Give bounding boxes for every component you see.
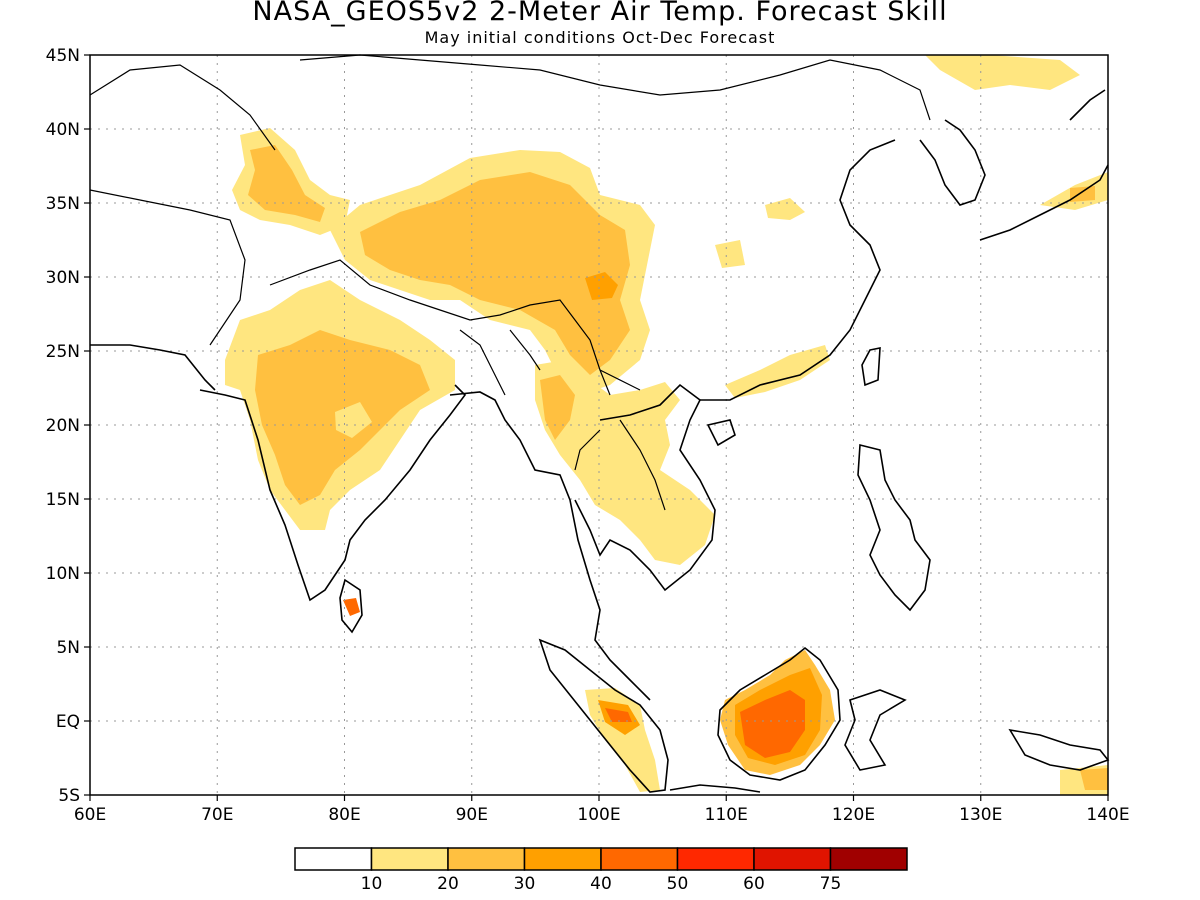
lat-tick-label: 45N <box>46 46 80 66</box>
skill-region-borneo-peak <box>740 690 805 758</box>
skill-region-sumatra <box>585 688 660 792</box>
colorbar-swatch <box>753 847 832 871</box>
colorbar-swatch <box>600 847 679 871</box>
lat-tick-label: 5S <box>58 786 80 806</box>
skill-region-sumatra-peak <box>605 708 632 722</box>
colorbar: 10 20 30 40 50 60 75 <box>294 847 908 894</box>
colorbar-label: 75 <box>820 874 842 894</box>
skill-region-china-patch-2 <box>715 240 745 268</box>
coastline-java <box>669 784 761 793</box>
lon-tick-label: 100E <box>577 805 620 825</box>
skill-region-indochina-core <box>540 375 575 440</box>
lat-tick-label: 20N <box>46 416 80 436</box>
coastline-bay-of-bengal <box>449 391 651 701</box>
axis-ticks <box>84 54 1109 801</box>
map-subtitle: May initial conditions Oct-Dec Forecast <box>424 28 776 47</box>
coastline-hainan <box>706 419 736 447</box>
lon-tick-label: 120E <box>832 805 875 825</box>
axis-labels: 60E 70E 80E 90E 100E 110E 120E 130E 140E 45N 40N 35… <box>46 46 1130 825</box>
lat-tick-label: 30N <box>46 268 80 288</box>
lon-tick-label: 70E <box>201 805 233 825</box>
skill-region-tibet-core <box>360 172 630 375</box>
colorbar-label: 20 <box>437 874 459 894</box>
coastline-india <box>199 384 467 602</box>
skill-region-china-patch <box>765 198 805 220</box>
colorbar-label: 30 <box>514 874 536 894</box>
coastline-pakistan <box>90 344 216 391</box>
coastline-sri-lanka <box>339 578 363 634</box>
colorbar-label: 50 <box>667 874 689 894</box>
map-title: NASA_GEOS5v2 2-Meter Air Temp. Forecast … <box>252 0 948 27</box>
lon-tick-label: 110E <box>705 805 748 825</box>
colorbar-swatch <box>676 847 755 871</box>
lat-tick-label: 5N <box>56 638 80 658</box>
lat-tick-label: 35N <box>46 194 80 214</box>
skill-region-japan-core <box>1070 186 1095 202</box>
coastline-borneo <box>717 646 841 781</box>
skill-region-north-east <box>925 55 1080 90</box>
skill-region-tibet-peak <box>585 272 618 300</box>
lat-tick-label: EQ <box>56 712 80 732</box>
coastline-new-guinea <box>1008 728 1110 771</box>
lon-tick-label: 60E <box>74 805 106 825</box>
colorbar-swatch <box>294 847 373 871</box>
lat-tick-label: 40N <box>46 120 80 140</box>
skill-region-new-guinea-core <box>1080 768 1108 790</box>
skill-region-south-china <box>725 345 830 398</box>
colorbar-label: 40 <box>590 874 612 894</box>
skill-region-india-hole <box>335 402 372 438</box>
coastlines <box>89 54 1110 793</box>
coastline-taiwan <box>861 347 881 387</box>
lat-tick-label: 25N <box>46 342 80 362</box>
colorbar-swatch <box>370 847 449 871</box>
lat-tick-label: 10N <box>46 564 80 584</box>
colorbar-label: 60 <box>743 874 765 894</box>
lon-tick-label: 130E <box>959 805 1002 825</box>
borders-interior <box>89 54 931 511</box>
colorbar-swatch <box>829 847 908 871</box>
coastline-sulawesi <box>844 689 907 771</box>
colorbar-swatch <box>523 847 602 871</box>
coastline-japan <box>979 89 1109 241</box>
coastline-sumatra <box>538 638 669 793</box>
colorbar-swatch <box>447 847 526 871</box>
lon-tick-label: 80E <box>328 805 360 825</box>
coastline-indochina <box>574 383 716 592</box>
lon-tick-label: 140E <box>1086 805 1129 825</box>
coastline-china <box>700 139 896 401</box>
lat-tick-label: 15N <box>46 490 80 510</box>
skill-region-sri-lanka <box>343 598 360 616</box>
gridlines <box>90 55 1108 795</box>
colorbar-label: 10 <box>361 874 383 894</box>
coastline-philippines <box>857 443 931 612</box>
lon-tick-label: 90E <box>456 805 488 825</box>
coastline-korea <box>919 119 986 206</box>
skill-region-indochina <box>535 360 715 565</box>
